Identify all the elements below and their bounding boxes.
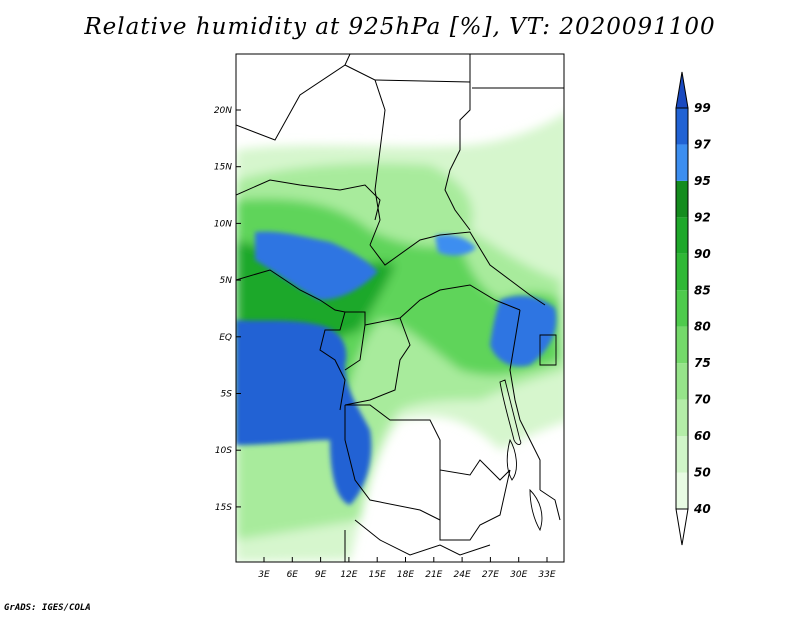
latitude-axis: 20N 15N 10N 5N EQ 5S 10S 15S	[214, 106, 241, 513]
colorbar-segment	[676, 472, 688, 509]
lon-tick-label: 33E	[538, 570, 555, 580]
lakes	[499, 334, 557, 532]
map-title: Relative humidity at 925hPa [%], VT: 202…	[84, 14, 716, 40]
lat-tick-label: 20N	[214, 106, 232, 116]
colorbar-label: 99	[694, 101, 711, 115]
longitude-axis: 3E 6E 9E 12E 15E 18E 21E 24E 27E 30E 33E	[258, 557, 556, 580]
lon-tick-label: 15E	[369, 570, 386, 580]
colorbar-label: 60	[694, 429, 711, 443]
lon-tick-label: 12E	[340, 570, 357, 580]
colorbar-segment	[676, 180, 688, 218]
humidity-zone-97-north	[255, 231, 378, 300]
colorbar-label: 90	[694, 247, 711, 261]
colorbar-segment	[676, 144, 688, 181]
colorbar-label: 97	[694, 137, 711, 151]
lon-tick-label: 6E	[287, 570, 299, 580]
map-frame	[235, 53, 565, 563]
lat-tick-label: 10S	[215, 446, 232, 456]
colorbar-label: 40	[693, 502, 711, 516]
colorbar-frame	[675, 107, 689, 510]
colorbar-label: 85	[694, 283, 711, 297]
lon-tick-label: 18E	[397, 570, 414, 580]
lon-tick-label: 27E	[482, 570, 499, 580]
colorbar-label: 70	[694, 393, 711, 407]
colorbar-lower-arrow	[675, 508, 689, 546]
humidity-field	[236, 54, 564, 562]
colorbar-segment	[676, 399, 688, 437]
colorbar-label: 50	[694, 466, 711, 480]
colorbar-segment	[676, 363, 688, 400]
lat-tick-label: 15S	[215, 503, 232, 513]
colorbar-segment	[676, 108, 688, 145]
lat-tick-label: 5S	[221, 390, 233, 400]
colorbar-upper-arrow	[675, 71, 689, 109]
lon-tick-label: 24E	[454, 570, 471, 580]
colorbar-label: 80	[694, 320, 711, 334]
lat-tick-label: 10N	[214, 219, 232, 229]
colorbar-segment	[676, 253, 688, 291]
colorbar-segment	[676, 326, 688, 364]
colorbar: 40 50 60 70 75 80 85 90 92 95 97 99	[675, 71, 711, 546]
humidity-zone-97	[236, 320, 372, 505]
lon-tick-label: 9E	[315, 570, 327, 580]
country-borders	[236, 54, 564, 562]
colorbar-label: 95	[694, 174, 711, 188]
humidity-zone-97-chad	[435, 234, 476, 256]
lat-tick-label: EQ	[219, 333, 232, 343]
lon-tick-label: 21E	[425, 570, 442, 580]
lon-tick-label: 3E	[258, 570, 270, 580]
colorbar-segment	[676, 436, 688, 473]
colorbar-label: 92	[694, 210, 711, 224]
colorbar-segment	[676, 290, 688, 327]
grads-credit: GrADS: IGES/COLA	[4, 603, 91, 613]
lat-tick-label: 5N	[220, 276, 233, 286]
colorbar-segment	[676, 217, 688, 254]
colorbar-label: 75	[694, 356, 711, 370]
lat-tick-label: 15N	[214, 163, 232, 173]
lon-tick-label: 30E	[510, 570, 527, 580]
